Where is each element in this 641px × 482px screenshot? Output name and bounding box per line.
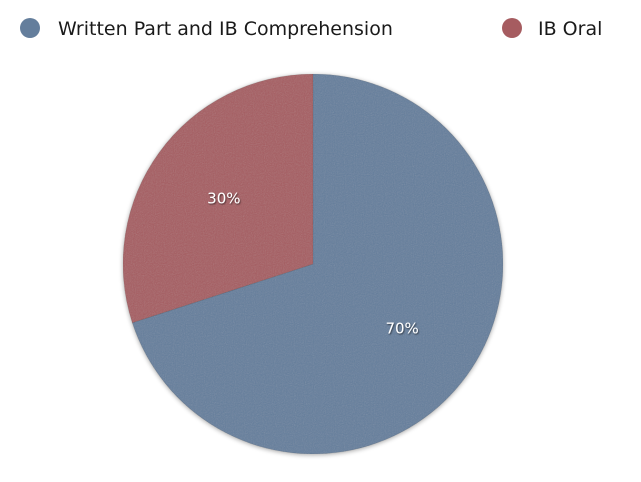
pie-slice-label-written-part: 70% bbox=[385, 319, 418, 337]
legend-label-ib-oral: IB Oral bbox=[538, 18, 602, 40]
pie-slice-written-part bbox=[131, 73, 504, 455]
legend: Written Part and IB Comprehension IB Ora… bbox=[20, 18, 602, 40]
legend-label-written-part: Written Part and IB Comprehension bbox=[58, 18, 393, 40]
pie-slice-ib-oral bbox=[122, 73, 314, 324]
pie bbox=[122, 73, 504, 455]
legend-marker-written-part bbox=[20, 18, 40, 38]
pie-labels: 70% 30% bbox=[207, 190, 419, 338]
pie-slice-label-ib-oral: 30% bbox=[207, 190, 240, 208]
legend-marker-ib-oral bbox=[502, 18, 522, 38]
